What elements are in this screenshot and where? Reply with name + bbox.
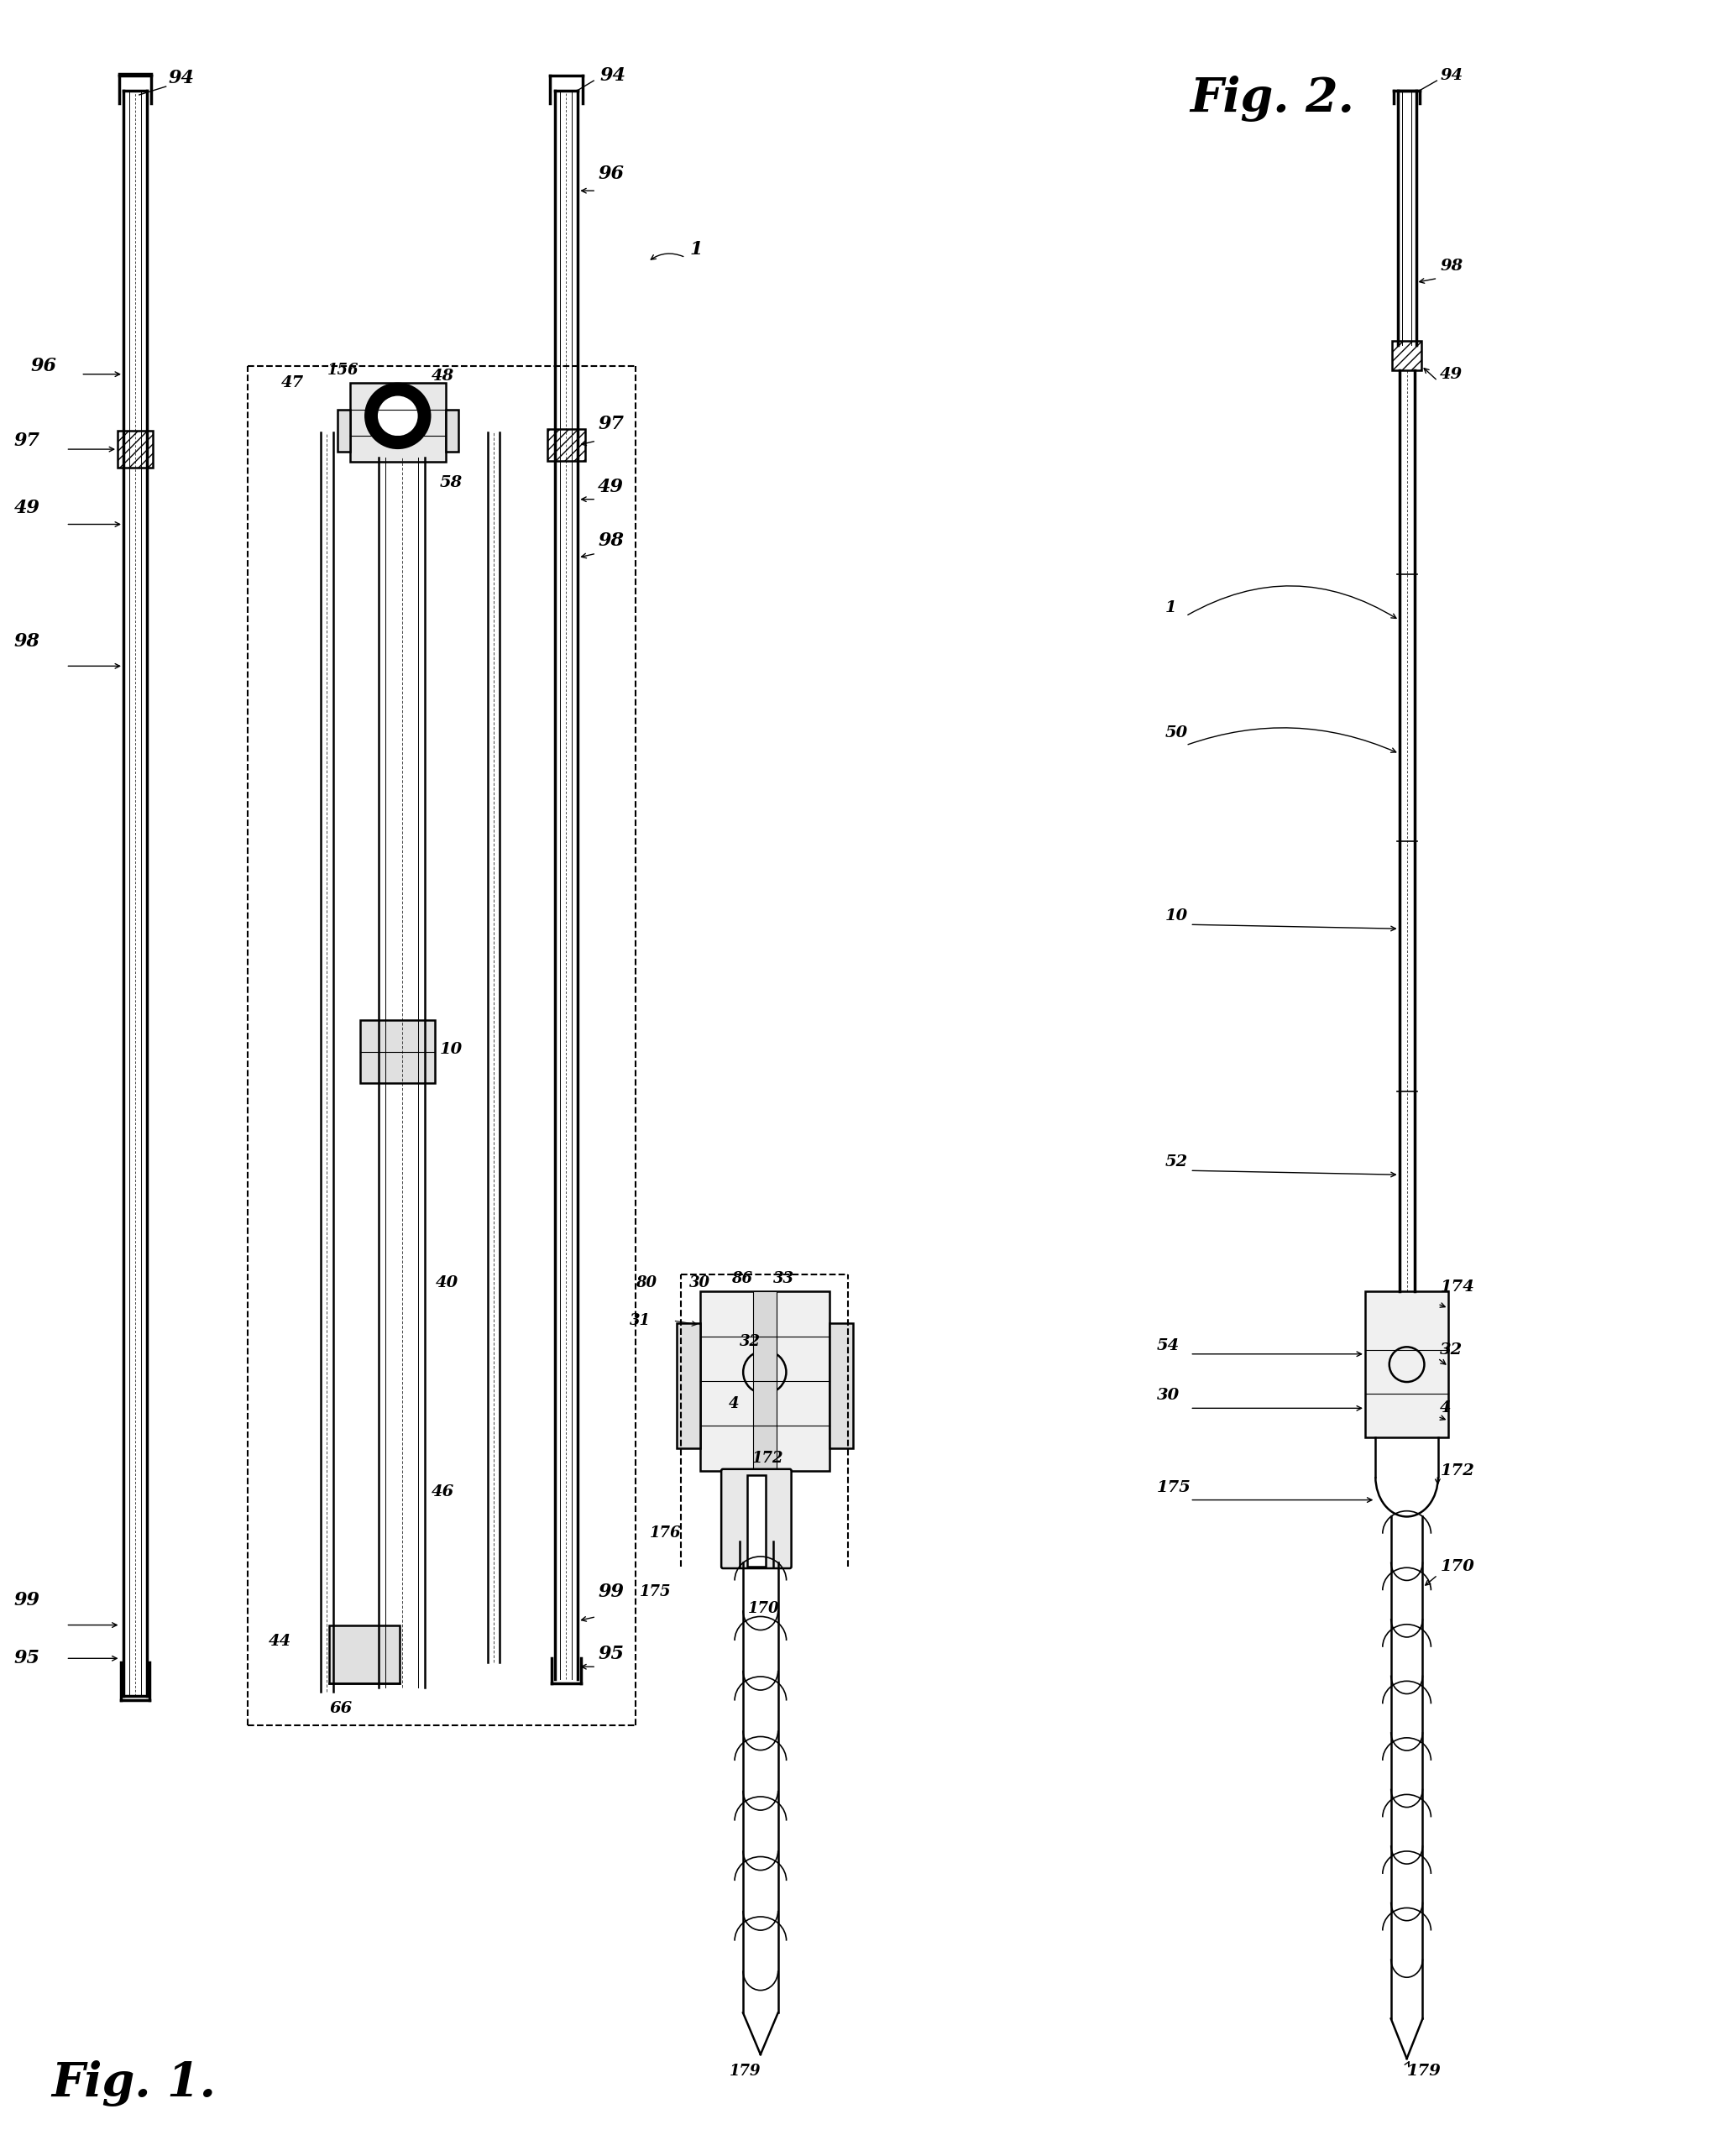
- Text: 95: 95: [14, 1649, 40, 1667]
- Text: 58: 58: [439, 474, 463, 489]
- Text: 33: 33: [774, 1272, 794, 1287]
- Text: 50: 50: [1166, 724, 1188, 740]
- Text: 97: 97: [14, 431, 40, 451]
- Text: 172: 172: [753, 1451, 784, 1466]
- Text: 40: 40: [435, 1276, 458, 1291]
- Text: 156: 156: [326, 362, 359, 377]
- Text: 49: 49: [598, 476, 623, 496]
- Text: 30: 30: [689, 1276, 710, 1291]
- Text: 47: 47: [282, 375, 304, 390]
- Text: 179: 179: [1408, 2063, 1440, 2078]
- Text: 99: 99: [14, 1591, 40, 1608]
- Bar: [361, 1020, 435, 1082]
- Bar: [699, 1291, 829, 1470]
- Text: 176: 176: [649, 1526, 680, 1542]
- Text: 98: 98: [598, 533, 623, 550]
- Bar: [1364, 1291, 1449, 1438]
- Text: 94: 94: [599, 67, 625, 84]
- Text: 54: 54: [1157, 1339, 1180, 1354]
- Text: 98: 98: [1440, 259, 1463, 274]
- Text: 44: 44: [268, 1634, 292, 1649]
- Bar: [446, 410, 458, 451]
- Text: 174: 174: [1440, 1281, 1475, 1296]
- Bar: [677, 1324, 699, 1449]
- Text: 172: 172: [1440, 1464, 1475, 1479]
- Text: 49: 49: [14, 498, 40, 517]
- Text: 4: 4: [1440, 1401, 1452, 1416]
- Circle shape: [364, 382, 432, 448]
- Text: 49: 49: [1440, 367, 1463, 382]
- Text: 94: 94: [169, 69, 195, 88]
- Text: 98: 98: [14, 632, 40, 651]
- Text: Fig. 1.: Fig. 1.: [52, 2061, 216, 2106]
- Bar: [753, 1291, 777, 1470]
- Text: 30: 30: [1157, 1388, 1180, 1404]
- Text: 1: 1: [1166, 599, 1176, 614]
- Text: 86: 86: [731, 1272, 753, 1287]
- Bar: [337, 410, 351, 451]
- Text: 80: 80: [636, 1276, 656, 1291]
- Bar: [748, 1475, 765, 1567]
- Text: 175: 175: [1157, 1479, 1192, 1494]
- Text: 48: 48: [432, 369, 454, 384]
- Text: Fig. 2.: Fig. 2.: [1190, 75, 1354, 123]
- Text: 32: 32: [1440, 1343, 1463, 1358]
- Text: 97: 97: [598, 414, 623, 433]
- Text: 170: 170: [748, 1600, 779, 1615]
- Text: 94: 94: [1440, 69, 1463, 84]
- Bar: [351, 382, 446, 461]
- Text: 96: 96: [31, 356, 57, 375]
- Bar: [829, 1324, 853, 1449]
- Bar: [1392, 341, 1421, 371]
- Text: 46: 46: [432, 1483, 454, 1498]
- Text: 4: 4: [729, 1397, 739, 1412]
- Text: 1: 1: [689, 239, 703, 259]
- Text: 96: 96: [598, 164, 623, 183]
- Bar: [328, 1626, 401, 1684]
- Bar: [117, 431, 152, 468]
- Circle shape: [378, 397, 418, 436]
- Text: 10: 10: [439, 1041, 463, 1056]
- Text: 32: 32: [739, 1335, 760, 1350]
- Text: 66: 66: [330, 1701, 352, 1716]
- FancyBboxPatch shape: [722, 1468, 791, 1567]
- Text: 31: 31: [630, 1313, 651, 1328]
- Text: 95: 95: [598, 1645, 623, 1664]
- Text: 179: 179: [731, 2063, 762, 2078]
- Text: 99: 99: [598, 1583, 623, 1602]
- Text: 175: 175: [639, 1585, 672, 1600]
- Bar: [547, 429, 585, 461]
- Text: 170: 170: [1440, 1559, 1475, 1574]
- Text: 10: 10: [1166, 908, 1188, 923]
- Text: 52: 52: [1166, 1156, 1188, 1171]
